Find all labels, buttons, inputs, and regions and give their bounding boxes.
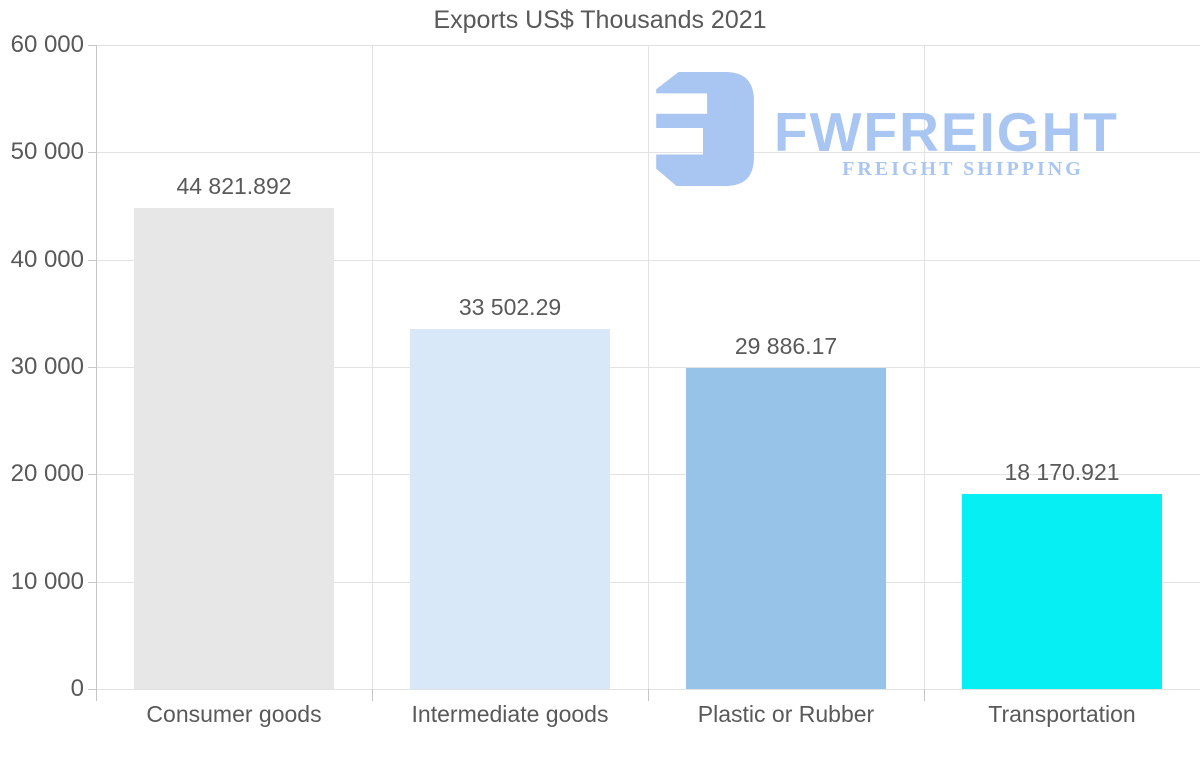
- bar-value-label: 33 502.29: [458, 294, 562, 320]
- x-axis-category-label: Transportation: [988, 701, 1136, 727]
- v-gridline: [648, 45, 649, 689]
- bar-plastic-or-rubber: [686, 368, 886, 689]
- v-gridline: [924, 45, 925, 689]
- y-axis-tick-label: 20 000: [10, 460, 84, 487]
- logo-tagline-text: FREIGHT SHIPPING: [842, 158, 1084, 180]
- x-axis-tick-mark: [648, 689, 649, 701]
- bar-value-label: 44 821.892: [176, 173, 292, 199]
- x-axis-category-label: Intermediate goods: [411, 701, 609, 727]
- y-axis-tick-label: 10 000: [10, 568, 84, 595]
- y-axis-tick-mark: [88, 689, 96, 690]
- chart-title: Exports US$ Thousands 2021: [433, 6, 767, 34]
- y-axis-tick-mark: [88, 260, 96, 261]
- y-axis-tick-label: 60 000: [10, 31, 84, 58]
- bar-value-label: 18 170.921: [1004, 459, 1120, 485]
- y-axis-tick-label: 30 000: [10, 353, 84, 380]
- y-axis-tick-mark: [88, 474, 96, 475]
- bar-value-label: 29 886.17: [734, 333, 838, 359]
- bar-intermediate-goods: [410, 329, 610, 689]
- plot-area: 44 821.892 33 502.29 29 886.17 18 170.921: [88, 45, 1200, 701]
- y-axis-tick-mark: [88, 45, 96, 46]
- y-axis-tick-label: 0: [70, 675, 84, 702]
- x-axis-category-label: Consumer goods: [146, 701, 322, 727]
- fwfreight-logo-mark-icon: [656, 72, 754, 186]
- bar-transportation: [962, 494, 1162, 689]
- x-axis-tick-mark: [924, 689, 925, 701]
- fwfreight-logo: FWFREIGHT FREIGHT SHIPPING: [648, 70, 1158, 190]
- y-axis-tick-label: 50 000: [10, 138, 84, 165]
- y-axis-tick-mark: [88, 367, 96, 368]
- v-gridline: [372, 45, 373, 689]
- y-axis-tick-mark: [88, 582, 96, 583]
- x-axis-category-label: Plastic or Rubber: [697, 701, 875, 727]
- x-axis-tick-mark: [372, 689, 373, 701]
- bar-consumer-goods: [134, 208, 334, 689]
- y-axis-line: [96, 45, 97, 701]
- logo-brand-text: FWFREIGHT: [774, 101, 1119, 163]
- y-axis-tick-label: 40 000: [10, 246, 84, 273]
- y-axis-tick-mark: [88, 152, 96, 153]
